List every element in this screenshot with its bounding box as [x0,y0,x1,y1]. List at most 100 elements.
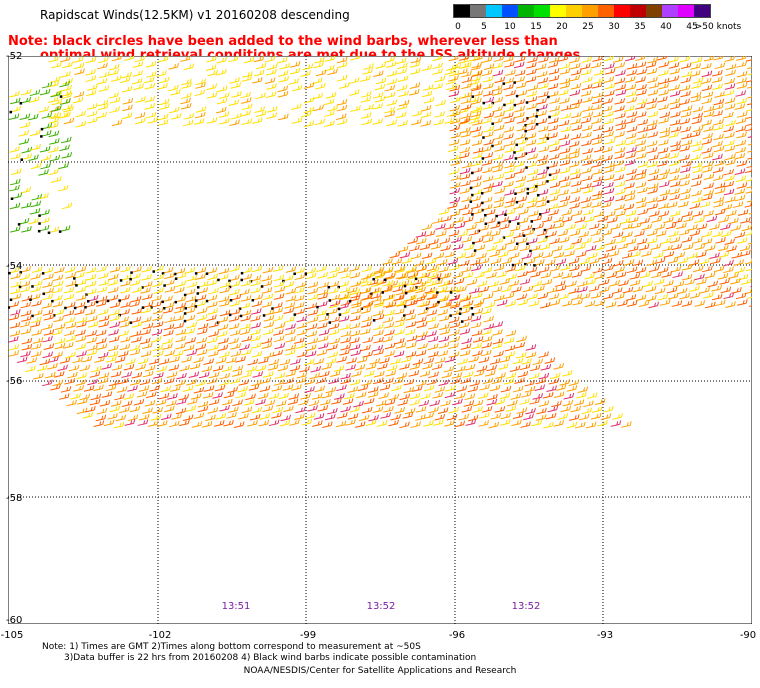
contamination-marker [470,306,474,310]
contamination-marker [228,313,232,317]
wind-barb [547,61,559,68]
wind-barb [63,117,75,125]
wind-barb [504,61,515,68]
wind-barb [121,112,133,120]
wind-barb [527,84,539,91]
wind-barb [40,130,52,138]
wind-barb [207,69,219,77]
wind-barb-map [8,56,752,624]
wind-barb [229,119,240,127]
wind-barb [470,105,482,113]
wind-barb [145,111,157,119]
wind-barb [73,56,84,63]
wind-barb [724,83,736,90]
wind-barb [670,145,681,152]
wind-barb [635,139,646,147]
contamination-marker [495,214,498,218]
wind-barb [360,112,372,119]
wind-barb [255,110,267,117]
legend-swatch-9 [598,5,614,17]
wind-barb [242,71,253,78]
wind-barb [593,154,604,162]
wind-barb [515,89,528,98]
wind-barb [277,90,289,98]
wind-barb [658,103,669,111]
wind-barb [549,139,560,147]
wind-barb [734,103,746,110]
wind-barb [492,84,503,92]
wind-barb [591,138,603,145]
wind-barb [314,56,325,64]
wind-barb [481,117,492,124]
wind-barb [135,96,146,103]
time-label-3: 13:52 [511,601,541,612]
contamination-marker [10,197,14,200]
legend-label-8: 40 [660,22,672,32]
wind-barb [28,96,40,103]
wind-barb [420,120,432,127]
wind-barb [313,61,324,69]
wind-barb [277,85,289,93]
contamination-marker [337,307,341,311]
wind-barb [384,84,396,92]
wind-barb [625,152,636,159]
wind-barb [183,63,195,71]
wind-barb [434,75,446,83]
wind-barb [604,62,615,70]
contamination-marker [37,229,41,233]
wind-barb [735,146,746,154]
wind-barb [725,63,737,71]
wind-barb [409,68,421,75]
wind-barb [570,62,581,70]
wind-barb [449,84,461,92]
wind-barb [494,111,505,118]
wind-barb [266,112,278,119]
wind-barb [723,111,734,119]
wind-barb [526,103,538,110]
contamination-marker [47,231,51,235]
wind-barb [195,106,207,113]
wind-barb [433,118,444,126]
wind-barb [647,119,658,127]
wind-barb [713,56,724,61]
wind-barb [658,77,670,85]
wind-barb [19,96,32,105]
wind-barb [459,56,470,61]
legend-color-bar [453,4,711,18]
contamination-marker [449,291,453,294]
wind-barb [668,62,680,69]
wind-barb [702,160,714,168]
contamination-marker [404,291,408,295]
wind-barb [712,103,724,111]
wind-barb [692,112,704,120]
wind-barb [591,161,603,168]
wind-barb [614,98,626,105]
wind-speed-legend: 0 5 10 15 20 25 30 35 40 45 >50 knots [453,4,741,36]
wind-barb [38,217,50,225]
wind-barb [625,83,637,91]
wind-barb [491,139,503,148]
wind-barb [156,70,167,77]
wind-barb [48,112,59,119]
wind-barb [626,146,637,154]
contamination-marker [183,312,187,315]
contamination-marker [471,95,475,98]
contamination-marker [205,272,209,275]
wind-barb [712,153,723,161]
contamination-marker [460,320,464,323]
wind-barb [372,91,384,99]
legend-swatch-14 [678,5,694,17]
wind-barb [614,152,626,160]
wind-barb [434,111,445,118]
wind-barb [514,152,527,160]
contamination-marker [513,81,516,84]
contamination-marker [328,321,332,324]
wind-barb [254,106,266,114]
wind-barb [20,202,32,209]
contamination-marker [38,222,41,225]
wind-barb [482,166,493,174]
wind-barb [636,68,648,76]
lat-label-58: -58 [6,493,23,504]
wind-barb [85,68,96,76]
wind-barb [483,63,495,71]
